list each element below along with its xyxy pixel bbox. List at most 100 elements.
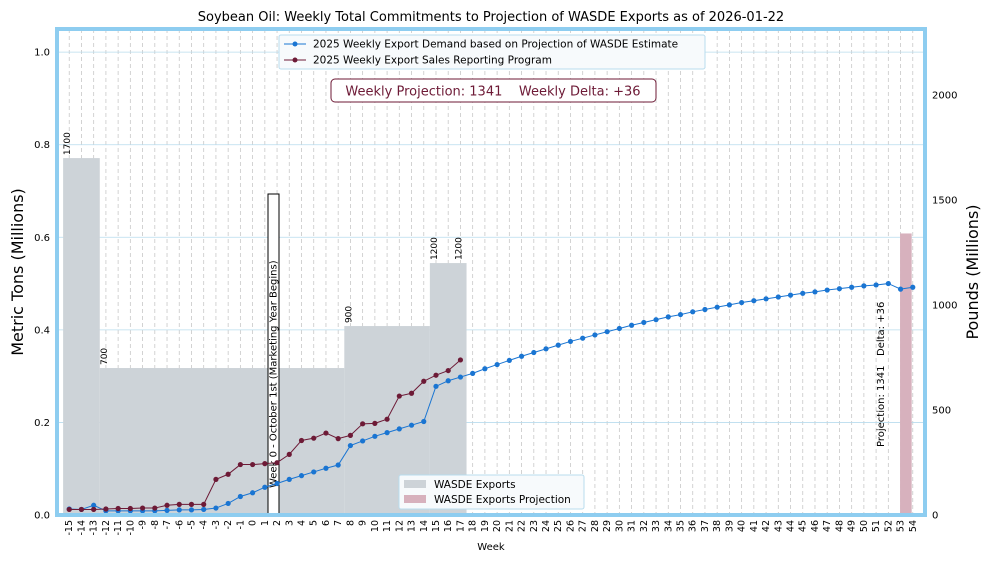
x-tick-label: 5 xyxy=(309,520,320,526)
demand-point xyxy=(408,422,415,428)
y-left-tick-label: 0.8 xyxy=(34,140,50,151)
y-left-tick-label: 0.6 xyxy=(34,233,50,244)
x-tick-label: 50 xyxy=(859,520,870,532)
sales-point xyxy=(91,506,97,513)
info-box-text: Weekly Projection: 1341 Weekly Delta: +3… xyxy=(345,85,640,100)
demand-point xyxy=(298,473,305,479)
sales-point xyxy=(188,501,195,507)
sales-point xyxy=(103,506,109,512)
x-tick-label: -7 xyxy=(162,520,173,529)
x-tick-label: 35 xyxy=(675,520,686,532)
info-box: Weekly Projection: 1341 Weekly Delta: +3… xyxy=(330,78,657,103)
info-box-frame xyxy=(330,78,657,103)
y-right-tick-label: 0 xyxy=(932,511,938,522)
x-tick-label: 20 xyxy=(492,520,503,532)
demand-point xyxy=(482,366,488,372)
legend-top-box xyxy=(278,34,706,70)
y-left-tick-label: 0.2 xyxy=(34,418,50,429)
x-tick-label: 49 xyxy=(847,520,858,532)
demand-point xyxy=(812,289,818,295)
x-tick-label: -4 xyxy=(199,520,210,529)
x-tick-label: 23 xyxy=(529,520,540,532)
x-tick-label: 15 xyxy=(431,520,442,532)
sales-point xyxy=(201,501,207,507)
sales-point xyxy=(384,416,390,422)
x-tick-label: 41 xyxy=(749,520,760,532)
x-tick-label: -5 xyxy=(186,520,197,529)
x-tick-label: 39 xyxy=(724,520,735,532)
x-tick-label: 28 xyxy=(590,520,601,532)
x-tick-label: 16 xyxy=(443,520,454,532)
y-axis-left-label: Metric Tons (Millions) xyxy=(8,188,27,356)
x-tick-label: 10 xyxy=(370,520,381,532)
demand-point xyxy=(396,426,402,432)
y-axis-right-ticks: 0 500 1000 1500 2000 xyxy=(932,91,957,522)
legend-demand-marker xyxy=(292,41,298,47)
legend-sales-marker xyxy=(292,57,298,63)
x-tick-label: 18 xyxy=(468,520,479,532)
x-tick-label: 7 xyxy=(333,520,344,526)
sales-point xyxy=(372,420,378,426)
x-tick-label: 30 xyxy=(614,520,625,532)
x-tick-label: 27 xyxy=(578,520,589,532)
demand-point xyxy=(311,469,317,475)
sales-point xyxy=(213,476,219,482)
demand-point xyxy=(518,353,525,359)
demand-point xyxy=(616,325,622,332)
sales-point xyxy=(396,393,402,399)
x-tick-label: -10 xyxy=(125,520,136,536)
wasde-bar xyxy=(99,368,345,515)
x-tick-label: 9 xyxy=(358,520,369,526)
sales-point xyxy=(250,461,256,468)
sales-point xyxy=(139,505,146,511)
demand-point xyxy=(580,335,586,341)
sales-point xyxy=(127,505,133,512)
demand-point xyxy=(323,465,329,471)
legend-projection-text: WASDE Exports Projection xyxy=(434,494,571,506)
y-left-tick-label: 1.0 xyxy=(34,48,50,59)
x-tick-label: 31 xyxy=(627,520,638,532)
sales-point xyxy=(152,505,158,511)
y-right-tick-label: 500 xyxy=(932,406,951,417)
plot-frame xyxy=(55,27,927,517)
sales-point xyxy=(457,357,464,363)
demand-point xyxy=(335,462,341,468)
legend-projection-swatch xyxy=(404,495,426,503)
wasde-bar xyxy=(63,158,100,515)
x-tick-label: 19 xyxy=(480,520,491,532)
sales-point xyxy=(445,367,451,374)
x-tick-label: -13 xyxy=(89,520,100,536)
demand-point xyxy=(641,319,647,326)
demand-point xyxy=(714,304,720,310)
x-tick-label: 48 xyxy=(834,520,845,532)
x-tick-label: 12 xyxy=(394,520,405,532)
wasde-bar-label: 1700 xyxy=(63,132,73,155)
demand-point xyxy=(470,370,476,376)
sales-point xyxy=(298,437,305,444)
x-tick-label: 44 xyxy=(786,520,797,532)
sales-point xyxy=(360,421,366,427)
demand-point xyxy=(861,283,867,289)
sales-point xyxy=(433,372,439,378)
demand-point xyxy=(690,309,696,315)
sales-point xyxy=(347,432,354,438)
demand-point xyxy=(824,287,830,293)
x-tick-label: 8 xyxy=(345,520,356,526)
x-tick-label: 38 xyxy=(712,520,723,532)
x-tick-label: 24 xyxy=(541,520,552,532)
demand-point xyxy=(188,507,195,513)
demand-point xyxy=(164,507,170,513)
sales-point xyxy=(323,430,329,436)
x-tick-label: 32 xyxy=(639,520,650,532)
sales-point xyxy=(164,502,170,508)
demand-point xyxy=(751,298,757,304)
demand-point xyxy=(384,430,390,436)
x-tick-label: 40 xyxy=(737,520,748,532)
x-tick-label: 26 xyxy=(565,520,576,532)
x-tick-label: -15 xyxy=(64,520,75,536)
x-tick-label: -9 xyxy=(138,520,149,529)
x-tick-label: -3 xyxy=(211,520,222,529)
y-left-tick-label: 0.0 xyxy=(34,511,50,522)
demand-point xyxy=(250,490,256,496)
x-tick-label: 17 xyxy=(455,520,466,532)
